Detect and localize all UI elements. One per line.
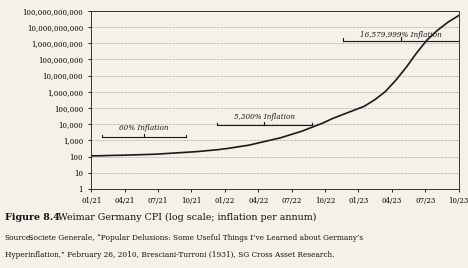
Text: Source:: Source: [5, 234, 33, 243]
Text: 16,579,999% Inflation: 16,579,999% Inflation [360, 31, 442, 39]
Text: Societe Generale, “Popular Delusions: Some Useful Things I’ve Learned about Germ: Societe Generale, “Popular Delusions: So… [26, 234, 363, 243]
Text: Hyperinflation,” February 26, 2010, Bresciani-Turroni (1931), SG Cross Asset Res: Hyperinflation,” February 26, 2010, Bres… [5, 251, 334, 259]
Text: Weimar Germany CPI (log scale; inflation per annum): Weimar Germany CPI (log scale; inflation… [49, 213, 317, 222]
Text: 5,300% Inflation: 5,300% Inflation [234, 113, 295, 121]
Text: 60% Inflation: 60% Inflation [119, 124, 168, 132]
Text: Figure 8.4: Figure 8.4 [5, 213, 59, 222]
